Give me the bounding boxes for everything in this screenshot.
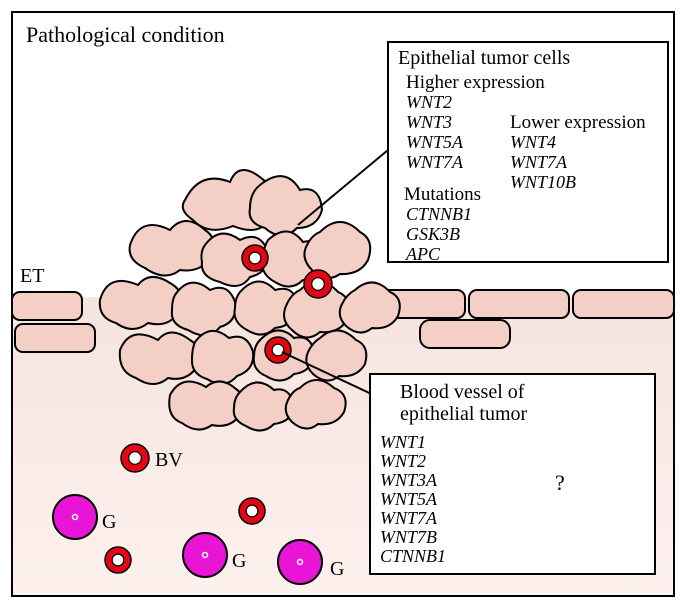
g-cell-label: G xyxy=(330,558,344,580)
vessel-gene: WNT2 xyxy=(380,451,426,471)
lower-gene: WNT7A xyxy=(510,152,568,172)
mutation-gene: APC xyxy=(405,244,441,264)
epithelium-cell xyxy=(420,320,510,348)
mutation-gene: CTNNB1 xyxy=(406,204,472,224)
blood-vessel-marker-free xyxy=(121,444,149,472)
bv-label: BV xyxy=(155,449,183,471)
blood-vessel-marker-tumor xyxy=(265,337,291,363)
higher-gene: WNT5A xyxy=(406,132,464,152)
tumor-cell xyxy=(169,381,244,429)
lower-gene: WNT10B xyxy=(510,172,576,192)
epithelium-cell xyxy=(15,324,95,352)
vessel-gene: CTNNB1 xyxy=(380,546,446,566)
callout-vessel-title-1: Blood vessel of xyxy=(400,381,525,403)
mutations-label: Mutations xyxy=(404,184,481,205)
callout-tumor-title: Epithelial tumor cells xyxy=(398,47,570,69)
higher-gene: WNT3 xyxy=(406,112,452,132)
higher-gene: WNT7A xyxy=(406,152,464,172)
g-cell xyxy=(53,495,97,539)
tumor-cell xyxy=(100,277,182,329)
g-cell xyxy=(183,533,227,577)
vessel-gene: WNT1 xyxy=(380,432,426,452)
blood-vessel-marker-tumor xyxy=(304,270,332,298)
vessel-gene: WNT3A xyxy=(380,470,438,490)
epithelium-cell xyxy=(12,292,82,320)
blood-vessel-marker-free xyxy=(239,498,265,524)
g-cell-label: G xyxy=(102,511,116,533)
higher-gene: WNT2 xyxy=(406,92,452,112)
epithelium-label: ET xyxy=(20,265,44,287)
figure-title: Pathological condition xyxy=(26,22,225,47)
g-cell xyxy=(278,540,322,584)
vessel-question-mark: ? xyxy=(555,470,565,495)
lower-gene: WNT4 xyxy=(510,132,556,152)
blood-vessel-marker-tumor xyxy=(242,245,268,271)
vessel-gene: WNT5A xyxy=(380,489,438,509)
epithelium-cell xyxy=(469,290,569,318)
g-cell-label: G xyxy=(232,550,246,572)
mutation-gene: GSK3B xyxy=(406,224,460,244)
vessel-gene: WNT7A xyxy=(380,508,438,528)
callout-vessel-title-2: epithelial tumor xyxy=(400,403,528,425)
higher-expression-label: Higher expression xyxy=(406,72,545,93)
blood-vessel-marker-free xyxy=(105,547,131,573)
epithelium-cell xyxy=(573,290,674,318)
tumor-cell xyxy=(120,333,200,385)
lower-expression-label: Lower expression xyxy=(510,112,646,133)
vessel-gene: WNT7B xyxy=(380,527,437,547)
